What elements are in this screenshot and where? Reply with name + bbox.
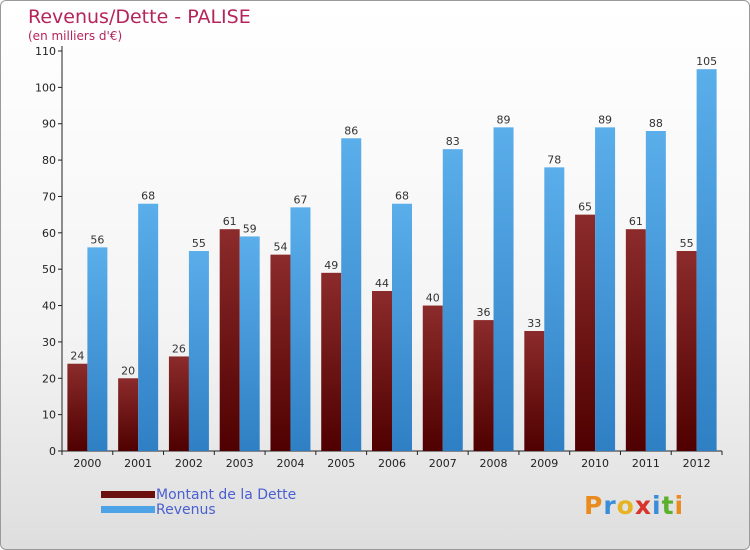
legend-label-revenue: Revenus: [156, 501, 216, 518]
legend-swatch-revenue: [101, 506, 155, 513]
revenue-value-label: 56: [90, 233, 104, 246]
chart-subtitle: (en milliers d'€): [28, 29, 123, 43]
proxiti-logo: Proxiti: [584, 491, 684, 520]
y-tick-label: 0: [49, 445, 56, 458]
debt-value-label: 61: [223, 215, 237, 228]
debt-value-label: 24: [70, 350, 84, 363]
debt-value-label: 26: [172, 342, 186, 355]
debt-bar: [372, 291, 392, 451]
debt-value-label: 61: [629, 215, 643, 228]
debt-bar: [676, 251, 697, 451]
x-tick-label: 2012: [683, 457, 711, 470]
legend-item-revenue: Revenus: [101, 501, 296, 518]
debt-value-label: 65: [578, 201, 592, 214]
x-tick-label: 2007: [429, 457, 457, 470]
debt-bar: [168, 356, 189, 451]
logo-letter: o: [616, 491, 635, 520]
revenue-value-label: 105: [696, 55, 717, 68]
x-tick-label: 2009: [530, 457, 558, 470]
debt-bar: [575, 214, 596, 451]
debt-bar: [625, 229, 646, 451]
debt-value-label: 36: [477, 306, 491, 319]
revenue-bar: [87, 247, 108, 451]
revenue-bar: [392, 203, 412, 451]
revenue-bar: [645, 131, 666, 451]
debt-bar: [118, 378, 139, 451]
y-tick-label: 40: [42, 300, 56, 313]
y-tick-label: 110: [35, 45, 56, 58]
revenue-value-label: 89: [497, 113, 511, 126]
logo-letter: t: [661, 491, 675, 520]
debt-value-label: 44: [375, 277, 389, 290]
x-tick-label: 2003: [226, 457, 254, 470]
revenue-bar: [138, 203, 159, 451]
revenue-bar: [290, 207, 311, 451]
legend: Montant de la Dette Revenus: [101, 486, 297, 518]
debt-bar: [524, 331, 545, 451]
x-tick-label: 2004: [276, 457, 304, 470]
y-tick-label: 10: [42, 409, 56, 422]
y-tick-label: 90: [42, 118, 56, 131]
chart-title: Revenus/Dette - PALISE: [28, 6, 251, 28]
revenue-value-label: 68: [141, 190, 155, 203]
x-tick-label: 2001: [124, 457, 152, 470]
revenue-value-label: 88: [649, 117, 663, 130]
debt-bar: [321, 272, 342, 451]
debt-value-label: 49: [324, 259, 338, 272]
revenue-value-label: 89: [598, 113, 612, 126]
y-tick-label: 30: [42, 336, 56, 349]
legend-label-debt: Montant de la Dette: [156, 486, 297, 503]
logo-letter: i: [674, 491, 685, 520]
logo-letter: x: [634, 491, 652, 520]
revenue-bar: [442, 149, 463, 451]
debt-value-label: 55: [680, 237, 694, 250]
debt-bar: [422, 305, 443, 451]
revenue-bar: [239, 236, 260, 451]
revenue-value-label: 86: [344, 124, 358, 137]
revenue-bar: [188, 251, 209, 451]
debt-value-label: 54: [273, 241, 287, 254]
revenue-value-label: 68: [395, 190, 409, 203]
revenue-bar: [696, 69, 717, 451]
x-tick-label: 2011: [632, 457, 660, 470]
logo-letter: i: [652, 491, 662, 520]
logo-letter: r: [603, 491, 617, 520]
debt-bar: [473, 320, 494, 451]
x-tick-label: 2002: [175, 457, 203, 470]
legend-swatch-debt: [101, 491, 155, 498]
debt-value-label: 40: [426, 292, 440, 305]
x-tick-label: 2008: [480, 457, 508, 470]
x-tick-label: 2010: [581, 457, 609, 470]
x-tick-label: 2006: [378, 457, 406, 470]
revenue-bar: [595, 127, 616, 451]
revenue-value-label: 59: [243, 222, 257, 235]
revenue-value-label: 55: [192, 237, 206, 250]
y-tick-label: 60: [42, 227, 56, 240]
y-tick-label: 20: [42, 372, 56, 385]
logo-letter: P: [584, 491, 604, 520]
legend-item-debt: Montant de la Dette: [101, 486, 297, 503]
debt-value-label: 33: [527, 317, 541, 330]
y-tick-label: 50: [42, 263, 56, 276]
revenue-value-label: 78: [547, 153, 561, 166]
revenue-value-label: 67: [293, 193, 307, 206]
y-tick-label: 70: [42, 190, 56, 203]
debt-value-label: 20: [121, 364, 135, 377]
debt-bar: [67, 363, 88, 451]
x-tick-label: 2005: [327, 457, 355, 470]
x-tick-label: 2000: [73, 457, 101, 470]
debt-bar: [219, 229, 240, 451]
y-tick-label: 100: [35, 81, 56, 94]
revenue-bar: [544, 167, 565, 451]
revenue-bar: [341, 138, 362, 452]
debt-bar: [270, 254, 291, 451]
y-tick-label: 80: [42, 154, 56, 167]
revenue-bar: [493, 127, 514, 451]
revenue-value-label: 83: [446, 135, 460, 148]
